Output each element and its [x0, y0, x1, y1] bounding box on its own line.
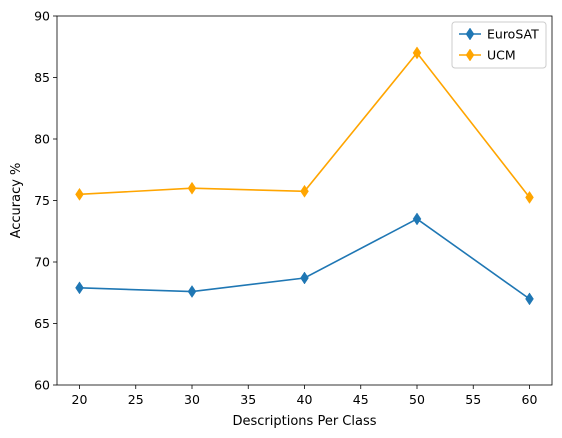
y-axis: 60 65 70 75 80 85 90: [34, 9, 57, 393]
x-tick-label: 35: [240, 392, 256, 407]
x-tick-label: 55: [465, 392, 481, 407]
plot-area: [75, 46, 534, 306]
y-tick-label: 60: [34, 378, 50, 393]
x-tick-label: 60: [522, 392, 538, 407]
y-tick-label: 85: [34, 70, 50, 85]
legend-item: EuroSAT: [459, 27, 539, 42]
data-point: [75, 281, 84, 295]
x-tick-label: 20: [72, 392, 88, 407]
x-tick-label: 45: [353, 392, 369, 407]
legend-item: UCM: [459, 48, 516, 63]
data-point: [300, 184, 309, 198]
y-tick-label: 80: [34, 132, 50, 147]
series-eurosat: [75, 212, 534, 306]
plot-frame: [56, 15, 553, 386]
legend-label: UCM: [487, 48, 516, 63]
x-tick-label: 50: [409, 392, 425, 407]
legend: EuroSAT UCM: [451, 21, 547, 69]
x-axis: 20 25 30 35 40 45 50 55 60: [72, 385, 538, 407]
data-point: [412, 46, 422, 60]
y-tick-label: 70: [34, 255, 50, 270]
data-point: [412, 212, 422, 226]
y-tick-label: 90: [34, 9, 50, 24]
series-line: [79, 218, 530, 300]
y-tick-label: 75: [34, 193, 50, 208]
x-tick-label: 30: [184, 392, 200, 407]
x-tick-label: 25: [128, 392, 144, 407]
legend-marker: [465, 27, 475, 41]
data-point: [187, 181, 197, 195]
data-point: [75, 187, 84, 201]
x-axis-label: Descriptions Per Class: [233, 414, 377, 429]
series-ucm: [75, 46, 534, 204]
data-point: [525, 292, 534, 306]
y-axis-label: Accuracy %: [9, 163, 24, 239]
legend-marker: [465, 48, 475, 62]
legend-label: EuroSAT: [487, 27, 539, 42]
y-tick-label: 65: [34, 316, 50, 331]
series-line: [79, 51, 531, 198]
x-tick-label: 40: [297, 392, 313, 407]
data-point: [300, 271, 309, 285]
data-point: [525, 190, 534, 204]
data-point: [187, 285, 197, 298]
